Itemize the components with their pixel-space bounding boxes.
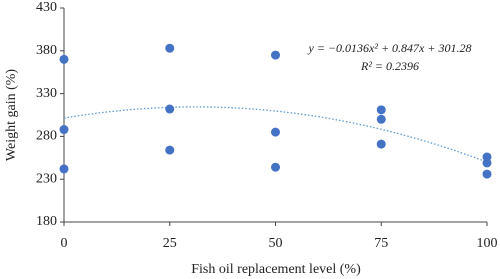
y-tick-label: 230 <box>36 171 57 186</box>
equation: y = −0.0136x² + 0.847x + 301.28 <box>308 41 472 55</box>
x-tick-label: 0 <box>61 236 68 251</box>
point <box>165 145 175 155</box>
x-axis-title: Fish oil replacement level (%) <box>191 262 361 277</box>
point <box>482 169 492 179</box>
x-tick-label: 25 <box>163 236 177 251</box>
trendline <box>63 106 488 163</box>
y-axis-title: Weight gain (%) <box>4 69 19 162</box>
x-tick-label: 50 <box>269 236 283 251</box>
r-squared: R² = 0.2396 <box>360 59 419 73</box>
y-tick-label: 280 <box>36 129 57 144</box>
point <box>376 114 386 124</box>
point <box>271 127 280 137</box>
point <box>376 139 386 149</box>
x-tick-label: 75 <box>374 236 388 251</box>
x-tick-label: 100 <box>477 236 498 251</box>
point <box>376 105 386 115</box>
point <box>271 162 280 172</box>
point <box>59 125 69 135</box>
point <box>59 164 69 174</box>
y-tick-label: 380 <box>36 43 57 58</box>
point <box>59 54 69 64</box>
point <box>271 50 280 60</box>
point <box>165 43 175 53</box>
y-tick-label: 180 <box>36 214 57 229</box>
y-tick-label: 330 <box>36 86 57 101</box>
y-tick-label: 430 <box>36 0 57 15</box>
point <box>482 158 492 168</box>
point <box>165 104 175 114</box>
